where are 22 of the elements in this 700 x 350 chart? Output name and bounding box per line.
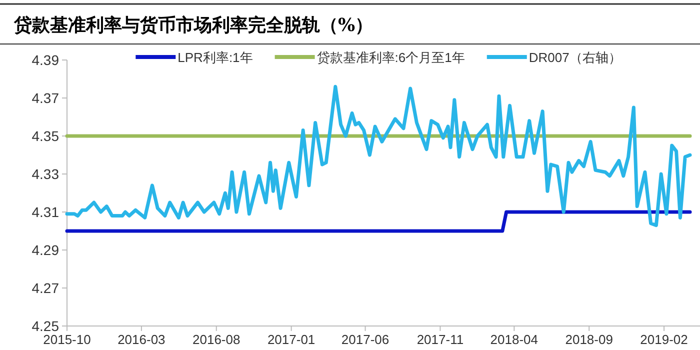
x-tick-label: 2017-01 bbox=[267, 332, 316, 347]
y-tick-label: 4.33 bbox=[32, 166, 60, 182]
chart-title: 贷款基准利率与货币市场利率完全脱轨（%） bbox=[13, 15, 374, 36]
x-tick-label: 2018-09 bbox=[565, 332, 613, 347]
legend-label: LPR利率:1年 bbox=[178, 50, 253, 65]
x-tick-label: 2017-11 bbox=[416, 332, 464, 347]
x-tick-label: 2017-06 bbox=[341, 332, 390, 347]
x-tick-label: 2018-04 bbox=[490, 332, 538, 347]
line-series bbox=[65, 84, 692, 228]
y-tick-label: 4.29 bbox=[32, 242, 60, 258]
y-tick-label: 4.25 bbox=[32, 318, 60, 334]
y-tick-label: 4.31 bbox=[32, 204, 60, 220]
x-tick-label: 2016-03 bbox=[118, 332, 166, 347]
y-tick-label: 4.37 bbox=[32, 90, 60, 106]
legend-label: DR007（右轴） bbox=[528, 50, 622, 65]
y-tick-label: 4.27 bbox=[32, 280, 60, 296]
x-tick-label: 2019-02 bbox=[640, 332, 688, 347]
x-tick-label: 2016-08 bbox=[192, 332, 240, 347]
x-tick-label: 2015-10 bbox=[43, 332, 91, 347]
y-tick-label: 4.35 bbox=[32, 128, 60, 144]
legend-label: 贷款基准利率:6个月至1年 bbox=[316, 50, 465, 65]
y-tick-label: 4.39 bbox=[32, 52, 60, 68]
